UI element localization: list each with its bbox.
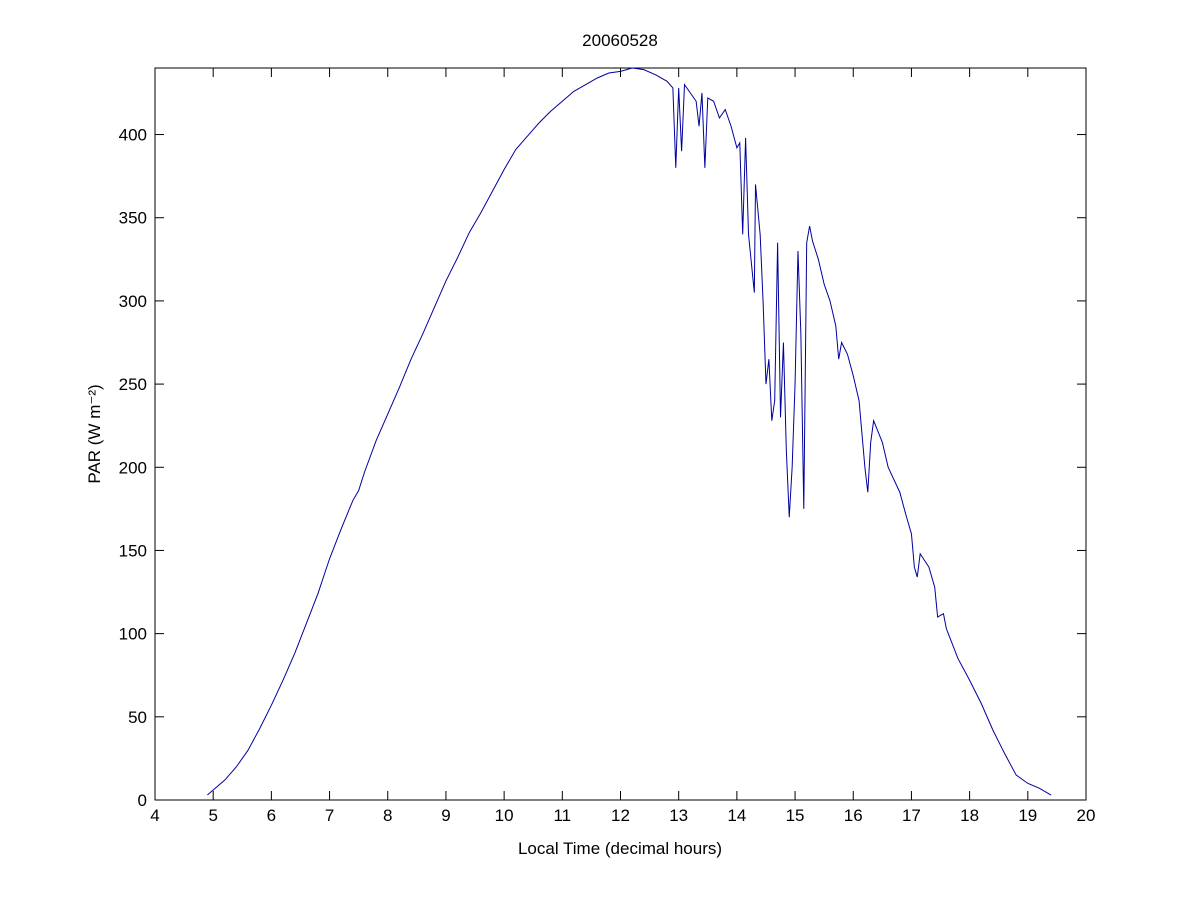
x-tick-label: 7	[325, 806, 334, 825]
x-tick-label: 14	[727, 806, 746, 825]
plot-frame	[154, 67, 1087, 801]
x-tick-label: 12	[611, 806, 630, 825]
y-tick-label: 200	[119, 458, 147, 477]
x-tick-label: 10	[495, 806, 514, 825]
x-tick-label: 19	[1018, 806, 1037, 825]
y-tick-label: 0	[138, 791, 147, 810]
x-tick-label: 8	[383, 806, 392, 825]
x-tick-label: 6	[267, 806, 276, 825]
y-tick-label: 150	[119, 541, 147, 560]
y-tick-label: 300	[119, 292, 147, 311]
y-tick-label: 50	[128, 708, 147, 727]
y-tick-label: 400	[119, 126, 147, 145]
x-tick-label: 13	[669, 806, 688, 825]
x-tick-label: 17	[902, 806, 921, 825]
x-tick-label: 11	[553, 806, 571, 825]
x-tick-label: 9	[441, 806, 450, 825]
x-tick-label: 18	[960, 806, 979, 825]
chart-title: 20060528	[582, 31, 658, 50]
y-axis-label: PAR (W m⁻²)	[85, 384, 104, 483]
data-line	[207, 67, 1052, 796]
y-tick-label: 100	[119, 625, 147, 644]
y-tick-label: 350	[119, 209, 147, 228]
x-tick-label: 16	[844, 806, 863, 825]
x-axis-label: Local Time (decimal hours)	[518, 839, 722, 858]
x-tick-label: 5	[208, 806, 217, 825]
x-tick-label: 15	[786, 806, 805, 825]
x-tick-label: 20	[1077, 806, 1096, 825]
x-tick-label: 4	[150, 806, 159, 825]
y-tick-label: 250	[119, 375, 147, 394]
